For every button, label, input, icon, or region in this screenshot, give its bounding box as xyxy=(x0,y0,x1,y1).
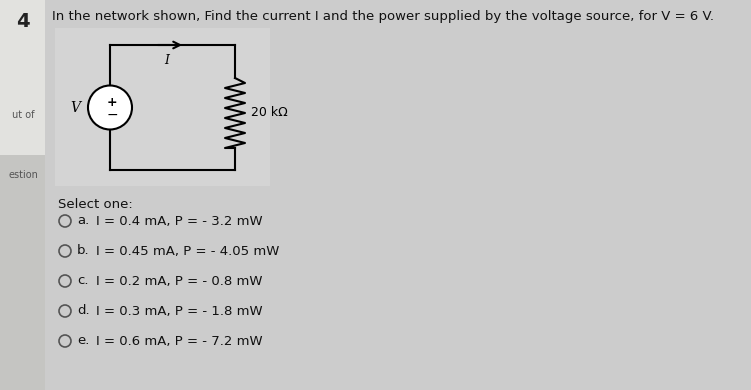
Text: b.: b. xyxy=(77,245,89,257)
Text: +: + xyxy=(107,96,117,109)
Text: I = 0.6 mA, P = - 7.2 mW: I = 0.6 mA, P = - 7.2 mW xyxy=(96,335,263,347)
Text: V: V xyxy=(70,101,80,115)
Bar xyxy=(0,0,45,155)
Bar xyxy=(55,28,270,186)
Text: I: I xyxy=(164,54,170,67)
Text: I = 0.45 mA, P = - 4.05 mW: I = 0.45 mA, P = - 4.05 mW xyxy=(96,245,279,257)
Text: estion: estion xyxy=(8,170,38,180)
Text: ut of: ut of xyxy=(12,110,35,120)
Text: −: − xyxy=(106,108,118,122)
Text: 20 kΩ: 20 kΩ xyxy=(251,106,288,119)
Text: Select one:: Select one: xyxy=(58,198,133,211)
Circle shape xyxy=(88,85,132,129)
Text: 4: 4 xyxy=(17,12,30,31)
Text: a.: a. xyxy=(77,215,89,227)
Text: I = 0.4 mA, P = - 3.2 mW: I = 0.4 mA, P = - 3.2 mW xyxy=(96,215,263,227)
Text: c.: c. xyxy=(77,275,89,287)
Text: In the network shown, Find the current I and the power supplied by the voltage s: In the network shown, Find the current I… xyxy=(52,10,714,23)
Text: d.: d. xyxy=(77,305,89,317)
Text: I = 0.2 mA, P = - 0.8 mW: I = 0.2 mA, P = - 0.8 mW xyxy=(96,275,263,287)
Text: e.: e. xyxy=(77,335,89,347)
Text: I = 0.3 mA, P = - 1.8 mW: I = 0.3 mA, P = - 1.8 mW xyxy=(96,305,263,317)
Bar xyxy=(0,155,45,390)
